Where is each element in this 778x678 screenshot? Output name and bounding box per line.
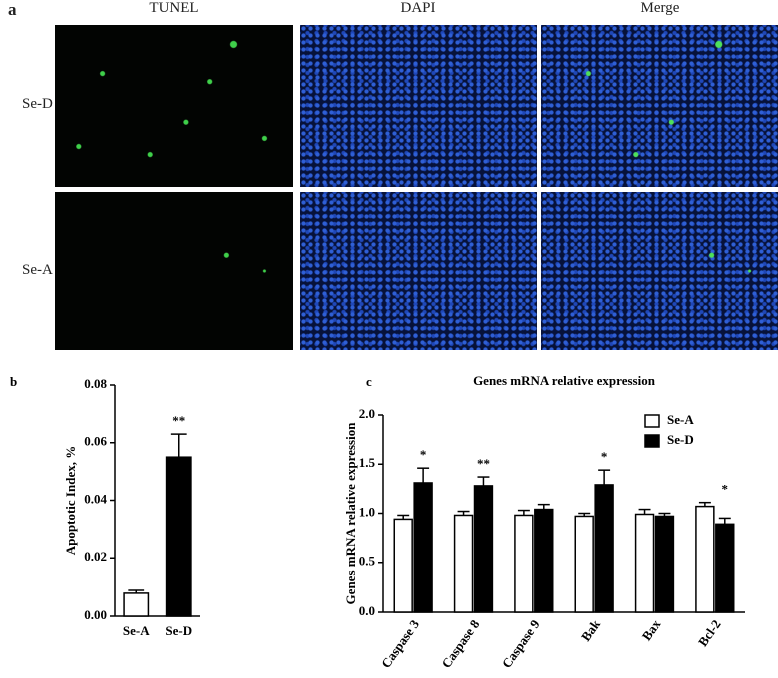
bar: [453, 514, 474, 613]
micrograph: [55, 192, 293, 350]
y-tick-label: 0.02: [84, 549, 107, 564]
y-tick-label: 0.00: [84, 607, 107, 622]
bar: [165, 456, 192, 617]
row-label: Se-D: [22, 96, 53, 112]
micrograph: [300, 192, 537, 350]
x-tick-label: Caspase 9: [499, 616, 543, 670]
column-label: DAPI: [400, 0, 436, 16]
significance: *: [420, 447, 427, 462]
y-tick-label: 0.5: [359, 554, 376, 569]
legend-swatch: [644, 434, 660, 448]
micrograph: [541, 25, 778, 187]
x-tick-label: Se-A: [123, 623, 150, 638]
y-tick-label: 0.0: [359, 603, 375, 618]
chart-title: Genes mRNA relative expression: [473, 373, 656, 388]
x-tick-label: Caspase 3: [378, 616, 422, 670]
legend-swatch: [644, 414, 660, 428]
legend-label: Se-A: [667, 412, 694, 427]
bar: [534, 508, 554, 613]
bar: [413, 482, 433, 613]
y-tick-label: 0.08: [84, 376, 107, 391]
y-tick-label: 2.0: [359, 406, 375, 421]
bar: [654, 515, 675, 613]
x-tick-label: Bak: [578, 616, 604, 644]
legend-label: Se-D: [667, 432, 694, 447]
column-label: Merge: [640, 0, 680, 16]
bar: [715, 523, 735, 613]
column-label: TUNEL: [149, 0, 199, 16]
bar: [574, 515, 594, 613]
bar: [393, 518, 413, 613]
x-tick-label: Caspase 8: [438, 616, 482, 670]
panel-label: b: [10, 374, 17, 389]
x-tick-label: Bcl-2: [695, 617, 724, 649]
bar: [123, 592, 150, 617]
micrograph: [300, 25, 537, 187]
bar: [594, 484, 614, 613]
x-tick-label: Se-D: [165, 623, 192, 638]
y-axis-label: Apoptotic Index, %: [63, 446, 78, 555]
y-tick-label: 0.04: [84, 491, 107, 506]
micrograph: [55, 25, 293, 187]
significance: **: [477, 456, 490, 471]
panel-label: c: [366, 374, 372, 389]
bar: [473, 485, 494, 613]
y-tick-label: 1.5: [359, 455, 376, 470]
y-axis-label: Genes mRNA relative expression: [343, 422, 358, 605]
panel-label: a: [8, 0, 17, 19]
bar: [634, 513, 655, 613]
significance: *: [722, 482, 729, 497]
y-tick-label: 1.0: [359, 504, 375, 519]
x-tick-label: Bax: [639, 616, 664, 643]
significance: *: [601, 449, 608, 464]
y-tick-label: 0.06: [84, 434, 107, 449]
micrograph: [541, 192, 778, 350]
row-label: Se-A: [22, 262, 53, 278]
bar: [695, 505, 715, 613]
significance: **: [172, 413, 185, 428]
bar: [514, 514, 534, 613]
